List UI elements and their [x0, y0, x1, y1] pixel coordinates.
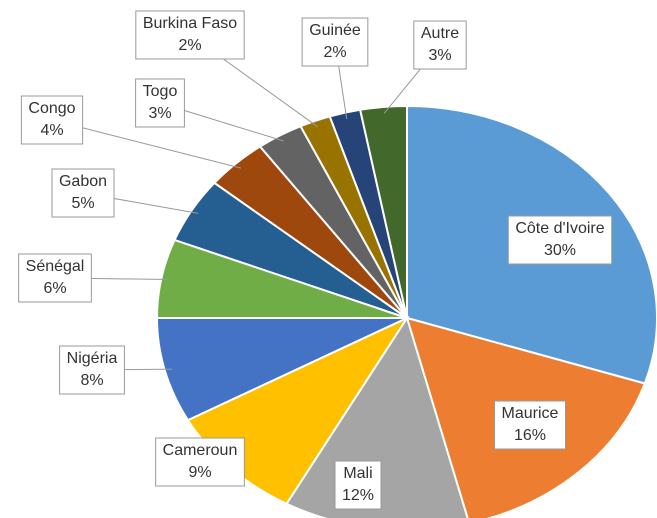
label-value: 30% — [544, 242, 576, 259]
label-value: 3% — [148, 105, 171, 122]
label-name: Maurice — [502, 405, 559, 422]
label-name: Sénégal — [26, 258, 85, 275]
label-box — [135, 78, 185, 128]
label-name: Mali — [343, 465, 372, 482]
data-label: Mali 12% — [334, 460, 382, 510]
label-name: Congo — [28, 100, 75, 117]
label-box — [413, 20, 467, 70]
data-label: Gabon 5% — [51, 168, 115, 218]
data-label: Sénégal 6% — [18, 253, 92, 303]
label-box — [51, 168, 115, 218]
label-name: Nigéria — [67, 350, 118, 367]
data-label: Congo 4% — [20, 95, 84, 145]
data-label: Togo 3% — [135, 78, 185, 128]
pie-slice — [358, 104, 408, 319]
label-box — [507, 215, 613, 265]
label-value: 3% — [428, 47, 451, 64]
label-name: Togo — [143, 83, 178, 100]
data-label: Maurice 16% — [493, 400, 567, 450]
label-name: Autre — [421, 25, 459, 42]
data-label: Burkina Faso 2% — [135, 10, 245, 60]
label-name: Gabon — [59, 173, 107, 190]
label-box — [59, 345, 125, 395]
label-value: 8% — [80, 372, 103, 389]
label-value: 9% — [188, 464, 211, 481]
label-name: Guinée — [309, 22, 361, 39]
label-box — [20, 95, 84, 145]
data-label: Guinée 2% — [301, 17, 369, 67]
label-value: 16% — [514, 427, 546, 444]
label-box — [135, 10, 245, 60]
data-label: Autre 3% — [413, 20, 467, 70]
label-name: Cameroun — [163, 442, 238, 459]
label-value: 2% — [178, 37, 201, 54]
label-box — [334, 460, 382, 510]
label-value: 2% — [323, 44, 346, 61]
label-value: 6% — [43, 280, 66, 297]
label-box — [301, 17, 369, 67]
label-value: 12% — [342, 487, 374, 504]
data-label: Cameroun 9% — [155, 437, 245, 487]
data-label: Côte d'Ivoire 30% — [507, 215, 613, 265]
label-name: Côte d'Ivoire — [515, 220, 604, 237]
pie-slice — [155, 317, 408, 422]
label-name: Burkina Faso — [143, 15, 237, 32]
slices — [155, 104, 657, 518]
data-label: Nigéria 8% — [59, 345, 125, 395]
label-box — [155, 437, 245, 487]
label-box — [18, 253, 92, 303]
label-value: 5% — [71, 195, 94, 212]
pie-slice — [285, 315, 469, 518]
leader-line — [51, 119, 242, 169]
label-box — [493, 400, 567, 450]
label-value: 4% — [40, 122, 63, 139]
